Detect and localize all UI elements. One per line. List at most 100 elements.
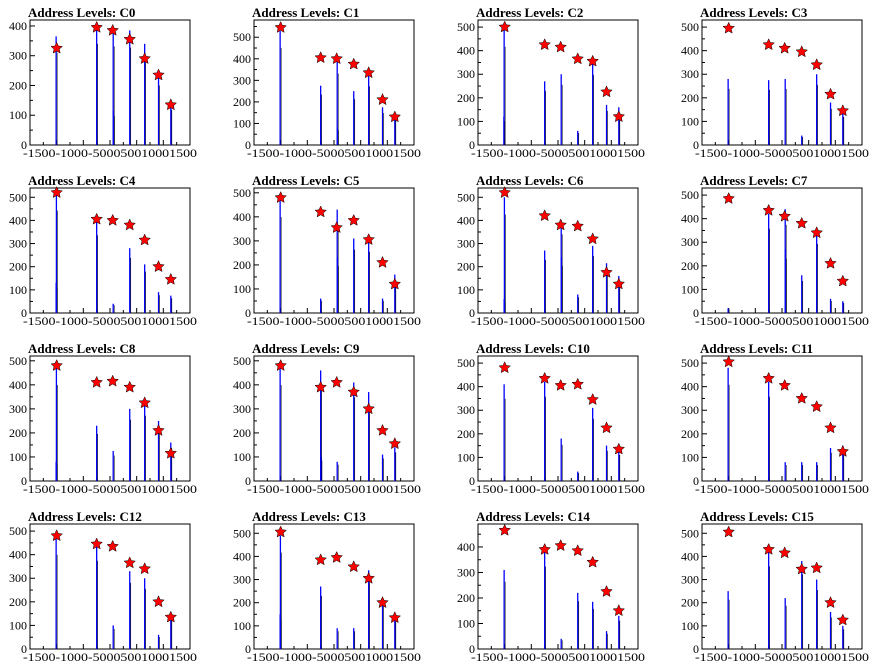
- x-tick-labels: -1500-1000-500050010001500: [247, 482, 421, 496]
- y-tick-label: 0: [693, 138, 699, 152]
- peak-marker: [810, 58, 823, 71]
- peak-marker: [600, 85, 613, 98]
- peak-marker: [762, 203, 775, 216]
- chart-panel-4: Address Levels: C4 100 200 300 400 500 0-1500-…: [9, 173, 197, 328]
- y-tick-label: 100: [681, 450, 699, 464]
- y-tick-label: 500: [233, 30, 251, 44]
- y-tick-label: 200: [681, 427, 699, 441]
- chart-panel-8: Address Levels: C8 100 200 300 400 500 0-1500-…: [9, 341, 197, 496]
- chart-title: Address Levels: C8: [28, 341, 136, 356]
- y-tick-label: 200: [457, 91, 475, 105]
- y-tick-label: 500: [233, 186, 251, 200]
- peak-marker: [722, 191, 735, 205]
- y-tick-label: 300: [681, 573, 699, 587]
- peak-marker: [347, 560, 360, 573]
- y-tick-label: 500: [681, 188, 699, 202]
- peak-marker: [586, 232, 600, 245]
- peak-marker: [388, 437, 402, 450]
- peak-marker: [810, 226, 823, 239]
- peak-marker: [347, 57, 360, 70]
- y-tick-label: 400: [9, 213, 27, 227]
- plot-frame: [701, 19, 863, 146]
- peak-marker: [106, 213, 119, 226]
- x-tick-labels: -1500-1000-500050010001500: [23, 482, 197, 496]
- peak-marker: [600, 421, 613, 434]
- chart-panel-6: Address Levels: C6 100 200 300 400 500 0-1500-…: [457, 173, 645, 328]
- y-tick-label: 200: [457, 591, 475, 605]
- y-tick-label: 500: [681, 526, 699, 540]
- peak-marker: [538, 38, 552, 51]
- y-tick-label: 300: [9, 237, 27, 251]
- x-tick-labels: -1500-1000-500050010001500: [695, 482, 869, 496]
- y-tick-label: 300: [233, 573, 251, 587]
- peak-marker: [554, 218, 568, 231]
- y-tick-label: 300: [9, 402, 27, 416]
- y-tick-label: 400: [681, 549, 699, 563]
- y-tick-label: 300: [9, 49, 27, 63]
- peak-marker: [600, 584, 613, 598]
- y-tick-label: 500: [9, 190, 27, 204]
- peak-marker: [376, 423, 389, 436]
- peak-marker: [778, 41, 791, 54]
- peak-marker: [612, 277, 626, 290]
- peak-marker: [347, 385, 360, 398]
- peak-marker: [314, 380, 328, 393]
- chart-title: Address Levels: C10: [476, 341, 590, 356]
- chart-panel-3: Address Levels: C3 100 200 300 400 500 0-1500-…: [681, 5, 869, 160]
- plot-frame: [477, 187, 639, 314]
- y-tick-label: 500: [233, 526, 251, 540]
- y-tick-label: 100: [457, 283, 475, 297]
- chart-panel-10: Address Levels: C10 100 200 300 400 500 0-1500…: [457, 341, 645, 496]
- peak-marker: [762, 38, 776, 51]
- peak-marker: [571, 219, 584, 232]
- y-tick-label: 500: [9, 524, 27, 538]
- peak-marker: [612, 442, 626, 455]
- y-tick-label: 0: [245, 642, 251, 656]
- y-tick-label: 200: [9, 426, 27, 440]
- peak-marker: [722, 21, 736, 34]
- y-tick-label: 500: [457, 190, 475, 204]
- y-tick-label: 300: [233, 234, 251, 248]
- y-tick-label: 100: [681, 282, 699, 296]
- y-tick-label: 500: [681, 356, 699, 370]
- plot-frame: [477, 355, 639, 482]
- peak-marker: [778, 546, 792, 559]
- plot-frame: [29, 187, 191, 314]
- peak-marker: [314, 205, 328, 218]
- peak-marker: [824, 256, 837, 269]
- y-tick-label: 200: [681, 91, 699, 105]
- peak-marker: [571, 377, 584, 390]
- peak-marker: [571, 544, 584, 557]
- peak-marker: [824, 421, 837, 434]
- peak-marker: [722, 525, 735, 538]
- y-tick-label: 400: [681, 380, 699, 394]
- chart-title: Address Levels: C11: [700, 341, 813, 356]
- peak-marker: [600, 265, 613, 278]
- peak-marker: [138, 396, 152, 409]
- y-tick-label: 400: [457, 380, 475, 394]
- peak-marker: [138, 562, 151, 575]
- peak-marker: [50, 529, 63, 542]
- y-tick-label: 200: [233, 95, 251, 109]
- peak-marker: [347, 213, 360, 226]
- chart-panel-11: Address Levels: C11 100 200 300 400 500 0-1500…: [681, 341, 869, 496]
- peak-marker: [123, 556, 136, 569]
- y-tick-label: 300: [457, 237, 475, 251]
- peak-marker: [795, 391, 808, 404]
- chart-title: Address Levels: C14: [476, 509, 590, 524]
- y-tick-label: 200: [9, 595, 27, 609]
- chart-panel-9: Address Levels: C9 100 200 300 400 500 0-1500-…: [233, 341, 421, 496]
- chart-title: Address Levels: C5: [252, 173, 360, 188]
- peak-marker: [138, 233, 152, 246]
- y-tick-label: 0: [21, 474, 27, 488]
- peak-marker: [586, 392, 600, 406]
- chart-panel-7: Address Levels: C7 100 200 300 400 500 0-1500-…: [681, 173, 869, 328]
- y-tick-label: 400: [457, 540, 475, 554]
- plot-frame: [253, 523, 415, 650]
- peak-marker: [795, 45, 808, 58]
- y-tick-label: 100: [457, 114, 475, 128]
- plot-frame: [477, 523, 639, 650]
- y-tick-label: 100: [9, 618, 27, 632]
- peak-marker: [388, 277, 402, 290]
- x-tick-labels: -1500-1000-500050010001500: [23, 650, 197, 664]
